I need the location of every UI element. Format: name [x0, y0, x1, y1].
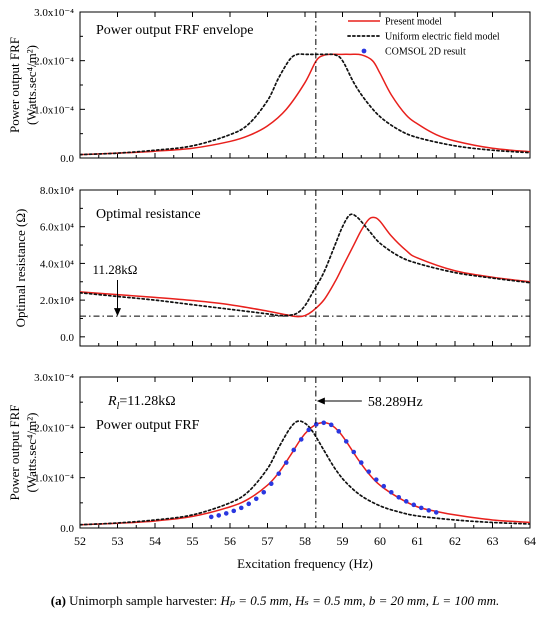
x-tick-label: 61: [412, 534, 424, 548]
comsol-point: [306, 427, 312, 433]
comsol-point: [246, 501, 252, 507]
y-tick-label: 2.0x10⁻⁴: [34, 422, 74, 434]
x-tick-label: 52: [74, 534, 86, 548]
comsol-point: [253, 496, 259, 502]
x-tick-label: 56: [224, 534, 236, 548]
x-tick-label: 60: [374, 534, 386, 548]
comsol-point: [358, 460, 364, 465]
comsol-point: [208, 514, 214, 520]
y-tick-label: 8.0x10⁴: [40, 185, 74, 197]
y-axis-label-units: (Watts.sec⁴/m²): [24, 45, 39, 125]
comsol-point: [373, 477, 379, 482]
comsol-point: [388, 489, 394, 495]
y-axis-label: Power output FRF: [7, 37, 22, 133]
panel-optimal-resistance: 0.0 2.0x10⁴ 4.0x10⁴ 6.0x10⁴ 8.0x10⁴ Optimal r…: [13, 185, 531, 347]
y-tick-label: 1.0x10⁻⁴: [34, 473, 74, 485]
y-tick-label: 4.0x10⁴: [40, 258, 74, 270]
comsol-point: [261, 489, 267, 495]
figure-caption: (a) Unimorph sample harvester: Hₚ = 0.5 …: [0, 593, 550, 609]
comsol-point: [328, 422, 334, 428]
uniform-field-line: [80, 213, 530, 317]
comsol-point: [418, 505, 424, 511]
x-tick-label: 55: [187, 534, 199, 548]
x-tick-label: 59: [337, 534, 349, 548]
series-group: [80, 53, 530, 156]
caption-params: Hₚ = 0.5 mm, Hₛ = 0.5 mm, b = 20 mm, L =…: [220, 593, 500, 608]
x-tick-label: 64: [524, 534, 536, 548]
figure: 0.0 1.0x10⁻⁴ 2.0x10⁻⁴ 3.0x10⁻⁴ Power output …: [7, 7, 536, 571]
comsol-point: [351, 449, 357, 455]
comsol-point: [426, 508, 432, 513]
x-tick-label: 58: [299, 534, 311, 548]
series-group: [80, 420, 530, 526]
comsol-point: [223, 511, 229, 516]
comsol-point: [343, 439, 349, 444]
y-tick-label: 1.0x10⁻⁴: [34, 104, 74, 116]
comsol-point: [231, 508, 237, 514]
comsol-point: [298, 437, 304, 442]
panel-power-frf: 0.0 1.0x10⁻⁴ 2.0x10⁻⁴ 3.0x10⁻⁴ Power output …: [7, 372, 536, 571]
caption-label: (a): [50, 593, 66, 608]
caption-text: Unimorph sample harvester:: [65, 593, 221, 608]
present-model-line: [80, 421, 530, 526]
annotation-arrow-head: [114, 308, 121, 317]
legend-label: Uniform electric field model: [385, 32, 500, 43]
present-model-line: [80, 216, 530, 318]
y-tick-label: 2.0x10⁴: [40, 295, 74, 307]
y-tick-label: 3.0x10⁻⁴: [34, 7, 74, 19]
legend-label: Present model: [385, 17, 442, 28]
comsol-point: [283, 460, 289, 465]
uniform-field-line: [80, 420, 530, 526]
panel-power-envelope: 0.0 1.0x10⁻⁴ 2.0x10⁻⁴ 3.0x10⁻⁴ Power output …: [7, 7, 531, 165]
rl-symbol: R: [107, 394, 117, 409]
frequency-arrow-head: [316, 397, 325, 405]
present-model-line: [80, 53, 530, 156]
x-tick-label: 62: [449, 534, 461, 548]
comsol-point: [403, 499, 409, 504]
comsol-point: [433, 510, 439, 515]
frequency-annotation: 58.289Hz: [368, 395, 423, 410]
y-tick-label: 0.0: [60, 523, 74, 535]
y-axis-label: Power output FRF: [7, 404, 22, 500]
comsol-point: [216, 513, 222, 518]
panel-title: Power output FRF envelope: [96, 23, 254, 38]
y-tick-label: 0.0: [60, 153, 74, 165]
y-axis-label-units: (Watts.sec⁴/m²): [24, 413, 39, 493]
y-tick-label: 6.0x10⁴: [40, 222, 74, 234]
y-tick-label: 0.0: [60, 332, 74, 344]
comsol-point: [336, 429, 342, 434]
comsol-point: [411, 502, 417, 508]
y-axis-label: Optimal resistance (Ω): [13, 209, 28, 328]
comsol-point: [396, 494, 402, 500]
comsol-point: [291, 447, 297, 453]
legend-swatch-comsol: [361, 48, 367, 54]
comsol-point: [313, 422, 319, 427]
x-tick-label: 54: [149, 534, 161, 548]
comsol-point: [366, 469, 372, 474]
x-tick-label: 53: [112, 534, 124, 548]
y-tick-label: 2.0x10⁻⁴: [34, 56, 74, 68]
x-tick-label: 57: [262, 534, 274, 548]
y-tick-label: 3.0x10⁻⁴: [34, 372, 74, 384]
comsol-point: [238, 505, 244, 511]
comsol-point: [276, 471, 282, 476]
uniform-field-line: [80, 53, 530, 156]
resistance-annotation: 11.28kΩ: [93, 262, 138, 277]
x-axis-label: Excitation frequency (Hz): [237, 556, 373, 571]
rl-value: =11.28kΩ: [119, 394, 175, 409]
series-group: [80, 213, 530, 318]
comsol-point: [268, 481, 274, 487]
load-resistance-label: Rl=11.28kΩ: [107, 394, 176, 412]
panel-title: Optimal resistance: [96, 207, 201, 222]
legend-label: COMSOL 2D result: [385, 47, 466, 58]
x-tick-label: 63: [487, 534, 499, 548]
rl-subscript: l: [117, 401, 120, 412]
comsol-point: [321, 420, 327, 426]
panel-title: Power output FRF: [96, 418, 200, 433]
comsol-point: [381, 483, 387, 489]
